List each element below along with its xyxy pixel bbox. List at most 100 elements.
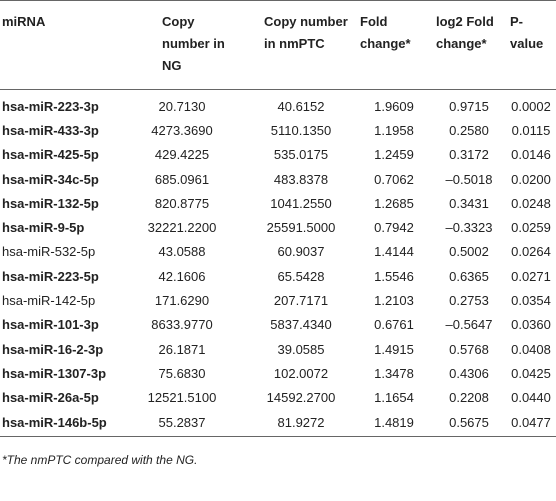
value-cell: 0.7942	[374, 220, 414, 236]
value-cell: 5837.4340	[270, 317, 332, 333]
table-row: hsa-miR-433-3p 4273.3690 5110.1350 1.1958 0.…	[0, 118, 556, 142]
value-cell: 0.4306	[449, 365, 489, 381]
value-cell: 12521.5100	[147, 390, 217, 406]
value-cell: 1.3478	[374, 365, 414, 381]
value-cell: 429.4225	[154, 147, 210, 163]
value-cell: 0.2208	[449, 390, 489, 406]
value-cell: 0.0264	[511, 244, 551, 260]
value-cell: 0.9715	[449, 98, 489, 114]
value-cell: 0.6365	[449, 268, 489, 284]
mirna-cell: hsa-miR-16-2-3p	[2, 341, 104, 357]
table-row: hsa-miR-34c-5p 685.0961 483.8378 0.7062 –0.5…	[0, 167, 556, 191]
value-cell: 0.0477	[506, 409, 556, 438]
header-cell: Copy number in nmPTC	[246, 0, 356, 90]
mirna-cell: hsa-miR-1307-3p	[2, 365, 107, 381]
value-cell: 0.2580	[449, 122, 489, 138]
value-cell: 55.2837	[118, 409, 246, 438]
value-cell: 0.0440	[511, 390, 551, 406]
header-cell: Fold change*	[356, 0, 432, 90]
value-cell: 75.6830	[158, 365, 206, 381]
value-cell: 43.0588	[158, 244, 206, 260]
table-body: hsa-miR-223-3p 20.7130 40.6152 1.9609 0.9715…	[0, 90, 556, 438]
value-cell: 1.4819	[356, 409, 432, 438]
value-cell: 20.7130	[158, 98, 206, 114]
table-row: hsa-miR-223-5p 42.1606 65.5428 1.5546 0.6365…	[0, 264, 556, 288]
value-cell: 0.0200	[511, 171, 551, 187]
data-table: miRNA Copy number in NG Copy number in nmP…	[0, 0, 556, 438]
value-cell: 0.5675	[432, 409, 506, 438]
value-cell: 40.6152	[277, 98, 325, 114]
value-cell: 0.7062	[374, 171, 414, 187]
value-cell: 0.0115	[511, 122, 551, 138]
value-cell: –0.3323	[445, 220, 493, 236]
value-cell: 39.0585	[277, 341, 325, 357]
value-cell: 0.3172	[449, 147, 489, 163]
value-cell: 26.1871	[158, 341, 206, 357]
value-cell: 483.8378	[273, 171, 329, 187]
value-cell: 60.9037	[277, 244, 325, 260]
value-cell: 0.5002	[449, 244, 489, 260]
table-row: hsa-miR-132-5p 820.8775 1041.2550 1.2685 0.3…	[0, 191, 556, 215]
mirna-cell: hsa-miR-9-5p	[2, 220, 85, 236]
value-cell: 1.1654	[374, 390, 414, 406]
table-row: hsa-miR-532-5p 43.0588 60.9037 1.4144 0.5002…	[0, 240, 556, 264]
value-cell: 685.0961	[154, 171, 210, 187]
mirna-cell: hsa-miR-425-5p	[2, 147, 99, 163]
value-cell: 0.2753	[449, 293, 489, 309]
table-row: hsa-miR-146b-5p 55.2837 81.9272 1.4819 0.567…	[0, 409, 556, 438]
value-cell: 1.2103	[374, 293, 414, 309]
value-cell: 820.8775	[154, 195, 210, 211]
mirna-cell: hsa-miR-146b-5p	[0, 409, 118, 438]
table-row: hsa-miR-16-2-3p 26.1871 39.0585 1.4915 0.576…	[0, 337, 556, 361]
value-cell: 1.9609	[374, 98, 414, 114]
value-cell: 1.5546	[374, 268, 414, 284]
value-cell: 0.0408	[511, 341, 551, 357]
value-cell: 1.4144	[374, 244, 414, 260]
value-cell: 207.7171	[273, 293, 329, 309]
value-cell: –0.5018	[445, 171, 493, 187]
value-cell: 0.6761	[374, 317, 414, 333]
value-cell: –0.5647	[445, 317, 493, 333]
value-cell: 0.0425	[511, 365, 551, 381]
mirna-cell: hsa-miR-101-3p	[2, 317, 99, 333]
value-cell: 102.0072	[273, 365, 329, 381]
value-cell: 0.0248	[511, 195, 551, 211]
table-row: hsa-miR-1307-3p 75.6830 102.0072 1.3478 0.43…	[0, 361, 556, 385]
value-cell: 0.0360	[511, 317, 551, 333]
table-row: hsa-miR-223-3p 20.7130 40.6152 1.9609 0.9715…	[0, 90, 556, 119]
header-cell: P-value	[506, 0, 556, 90]
table-row: hsa-miR-425-5p 429.4225 535.0175 1.2459 0.31…	[0, 143, 556, 167]
footnote: *The nmPTC compared with the NG.	[2, 453, 198, 468]
value-cell: 8633.9770	[151, 317, 213, 333]
value-cell: 5110.1350	[270, 122, 332, 138]
value-cell: 0.5768	[449, 341, 489, 357]
mirna-cell: hsa-miR-34c-5p	[2, 171, 99, 187]
table-row: hsa-miR-142-5p 171.6290 207.7171 1.2103 0.27…	[0, 288, 556, 312]
value-cell: 14592.2700	[266, 390, 336, 406]
value-cell: 32221.2200	[147, 220, 217, 236]
mirna-cell: hsa-miR-26a-5p	[2, 390, 99, 406]
table-row: hsa-miR-9-5p 32221.2200 25591.5000 0.7942 –0…	[0, 215, 556, 239]
header-cell: log2 Fold change*	[432, 0, 506, 90]
value-cell: 1.4915	[374, 341, 414, 357]
value-cell: 65.5428	[277, 268, 325, 284]
value-cell: 4273.3690	[151, 122, 213, 138]
mirna-cell: hsa-miR-223-3p	[2, 98, 99, 114]
value-cell: 0.0271	[511, 268, 551, 284]
value-cell: 42.1606	[158, 268, 206, 284]
header-row: miRNA Copy number in NG Copy number in nmP…	[0, 0, 556, 90]
value-cell: 1.2685	[374, 195, 414, 211]
value-cell: 81.9272	[246, 409, 356, 438]
value-cell: 1.1958	[374, 122, 414, 138]
mirna-cell: hsa-miR-223-5p	[2, 268, 99, 284]
value-cell: 0.0354	[511, 293, 551, 309]
value-cell: 0.3431	[449, 195, 489, 211]
header-cell: Copy number in NG	[118, 0, 246, 90]
value-cell: 0.0146	[511, 147, 551, 163]
value-cell: 535.0175	[273, 147, 329, 163]
value-cell: 25591.5000	[266, 220, 336, 236]
value-cell: 1041.2550	[270, 195, 332, 211]
value-cell: 171.6290	[154, 293, 210, 309]
mirna-cell: hsa-miR-532-5p	[2, 244, 96, 260]
